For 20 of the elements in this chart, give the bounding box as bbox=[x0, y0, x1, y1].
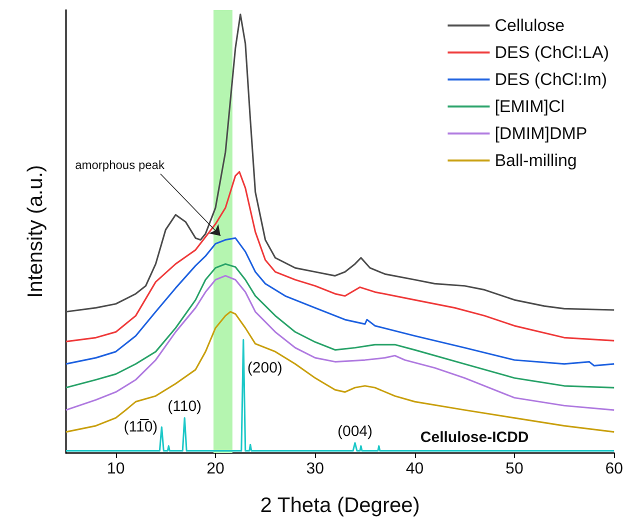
x-axis-title: 2 Theta (Degree) bbox=[260, 494, 420, 517]
annotation: (004) bbox=[337, 422, 373, 440]
series-label: Cellulose-ICDD bbox=[420, 428, 529, 446]
legend-label: [DMIM]DMP bbox=[494, 124, 588, 143]
x-tick-label: 40 bbox=[406, 460, 424, 478]
x-tick-label: 50 bbox=[506, 460, 524, 478]
legend-label: [EMIM]Cl bbox=[494, 97, 565, 116]
annotation: (200) bbox=[247, 359, 282, 376]
annotation: (110) bbox=[168, 398, 202, 415]
x-tick-label: 20 bbox=[206, 460, 224, 478]
legend-label: DES (ChCl:LA) bbox=[494, 43, 610, 62]
annotation: (11̅0) bbox=[124, 418, 158, 436]
annotation: amorphous peak bbox=[75, 158, 166, 172]
x-tick-label: 60 bbox=[605, 460, 624, 478]
legend-label: Cellulose bbox=[494, 16, 565, 35]
legend-label: DES (ChCl:Im) bbox=[494, 70, 608, 89]
legend-label: Ball-milling bbox=[494, 151, 577, 170]
x-tick-label: 10 bbox=[106, 460, 125, 478]
x-tick-label: 30 bbox=[306, 460, 324, 478]
y-axis-title: Intensity (a.u.) bbox=[24, 164, 47, 298]
